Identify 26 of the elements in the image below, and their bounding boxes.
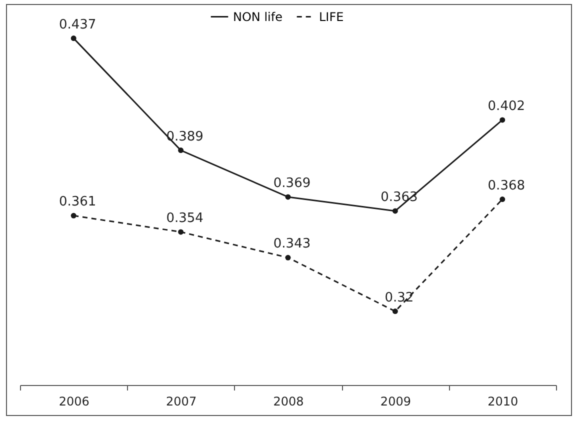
data-label: 0.354	[166, 210, 204, 226]
point	[392, 208, 398, 214]
data-label: 0.402	[488, 98, 526, 114]
point	[70, 36, 76, 42]
point	[285, 194, 291, 200]
point	[500, 196, 506, 202]
point	[178, 148, 184, 154]
data-label: 0.361	[58, 194, 96, 210]
data-label: 0.437	[58, 17, 96, 32]
x-tick-label: 2007	[166, 394, 197, 408]
x-tick-label: 2006	[58, 394, 90, 408]
point	[178, 229, 184, 235]
legend-label: LIFE	[319, 10, 344, 24]
point	[70, 212, 76, 218]
point	[285, 254, 291, 260]
data-label: 0.369	[273, 176, 311, 191]
point	[392, 308, 398, 314]
point	[500, 117, 506, 123]
x-tick-label: 2009	[380, 394, 411, 408]
x-tick-label: 2008	[273, 394, 304, 408]
data-label: 0.343	[273, 236, 311, 252]
data-label: 0.32	[384, 290, 414, 306]
legend-label: NON life	[233, 10, 282, 24]
data-label: 0.368	[488, 178, 526, 194]
data-label: 0.389	[166, 129, 204, 144]
x-tick-label: 2010	[488, 394, 518, 408]
